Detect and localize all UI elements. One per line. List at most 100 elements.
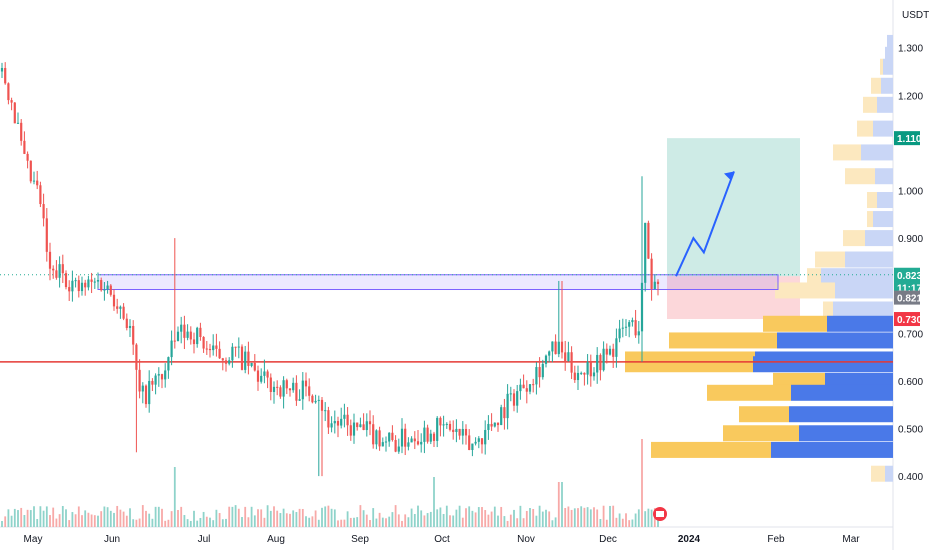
volume-bar — [605, 519, 608, 527]
candle-body — [532, 384, 535, 386]
volume-bar — [263, 517, 266, 527]
volume-bar — [234, 505, 237, 527]
candle-body — [381, 442, 384, 447]
volume-bar — [449, 515, 451, 527]
volume-profile-sell-bar — [823, 301, 833, 318]
candle-body — [42, 204, 45, 219]
volume-bar — [23, 515, 26, 527]
candle-body — [263, 371, 266, 376]
candle-body — [20, 122, 23, 141]
candle-body — [183, 324, 186, 338]
y-tick-label: 0.900 — [898, 234, 923, 245]
candle-body — [506, 393, 509, 419]
volume-bar — [273, 506, 275, 527]
volume-bar — [289, 513, 291, 527]
candle-body — [196, 327, 199, 345]
volume-bar — [356, 517, 359, 527]
volume-bar — [209, 517, 211, 527]
volume-bar — [71, 512, 74, 527]
volume-profile-sell-bar — [651, 441, 771, 458]
volume-bar — [471, 510, 474, 527]
candle-body — [391, 432, 394, 440]
candle-body — [29, 160, 32, 182]
volume-bar — [628, 520, 631, 527]
volume-bar — [205, 516, 208, 527]
volume-bar — [266, 505, 269, 527]
candle-body — [612, 348, 615, 357]
candle-body — [500, 407, 503, 426]
volume-bar — [362, 510, 365, 527]
volume-bar — [413, 514, 416, 527]
volume-profile-sell-bar — [707, 384, 791, 401]
candle-body — [570, 352, 573, 373]
volume-bar — [346, 511, 349, 527]
volume-bar — [349, 517, 352, 527]
candle-body — [394, 439, 397, 452]
volume-bar — [90, 514, 93, 527]
volume-bar — [279, 513, 282, 527]
y-tick-label: 0.500 — [898, 425, 923, 436]
candle-body — [605, 348, 608, 355]
volume-bar — [525, 510, 528, 527]
volume-bar — [385, 518, 387, 527]
candle-body — [208, 348, 212, 351]
candle-body — [439, 417, 442, 426]
candle-body — [416, 441, 420, 445]
volume-bar — [317, 519, 320, 527]
volume-bar — [439, 507, 442, 527]
candle-body — [298, 399, 301, 401]
candle-body — [599, 354, 602, 371]
candle-body — [80, 282, 84, 292]
volume-profile-sell-bar — [845, 168, 875, 185]
candle-body — [295, 382, 298, 401]
volume-bar — [369, 520, 371, 527]
x-tick-label: Feb — [767, 534, 785, 545]
candle-body — [519, 384, 522, 392]
volume-bar — [564, 507, 567, 527]
volume-bar — [333, 509, 336, 527]
volume-bar — [365, 514, 368, 527]
volume-profile-buy-bar — [799, 425, 893, 442]
volume-profile-buy-bar — [877, 192, 893, 209]
volume-bar — [196, 520, 199, 527]
volume-bar — [516, 518, 519, 527]
candle-body — [112, 294, 116, 307]
candle-body — [525, 388, 528, 392]
volume-bar — [487, 514, 490, 527]
candle-body — [634, 320, 637, 336]
candle-body — [144, 385, 148, 405]
candle-body — [522, 384, 525, 389]
volume-bar — [225, 518, 227, 527]
x-tick-label: Aug — [267, 534, 285, 545]
volume-bar — [138, 518, 141, 527]
volume-bar — [589, 509, 592, 527]
candle-body — [109, 285, 112, 295]
candle-body — [544, 355, 548, 364]
volume-bar — [221, 519, 224, 527]
volume-bar — [55, 518, 58, 527]
volume-bar — [61, 506, 64, 527]
candle-body — [458, 428, 461, 436]
volume-bar — [132, 519, 135, 527]
candle-body — [528, 384, 532, 392]
volume-bar — [551, 520, 554, 527]
candle-body — [45, 218, 48, 252]
candle-body — [365, 421, 368, 431]
volume-bar — [442, 513, 445, 527]
volume-bar — [183, 515, 186, 527]
volume-bar — [615, 517, 618, 527]
candle-body — [320, 399, 324, 411]
candle-body — [493, 422, 496, 427]
candle-body — [48, 251, 52, 269]
volume-bar — [353, 517, 355, 527]
candle-body — [560, 341, 564, 353]
price-badge — [894, 312, 920, 327]
volume-bar — [337, 520, 339, 527]
candle-body — [647, 222, 650, 259]
x-tick-label: 2024 — [678, 534, 701, 545]
candle-body — [551, 341, 554, 352]
price-badge — [894, 290, 920, 305]
x-tick-label: Oct — [434, 534, 450, 545]
candle-body — [272, 386, 276, 392]
